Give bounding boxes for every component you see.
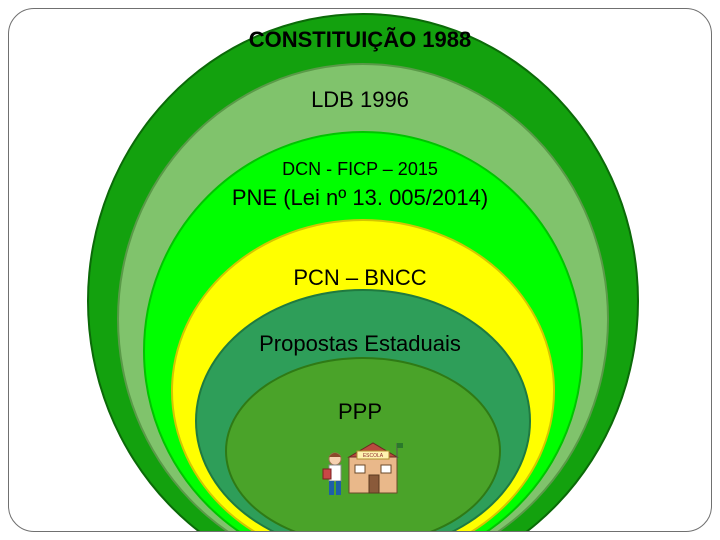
school-illustration: ESCOLA: [319, 437, 403, 501]
label-l1: CONSTITUIÇÃO 1988: [9, 27, 711, 53]
slide-frame: ESCOLA CONSTITUIÇÃO 1988 LDB 1996 DCN - FIC…: [8, 8, 712, 532]
label-l3: DCN - FICP – 2015: [9, 159, 711, 180]
label-l6: Propostas Estaduais: [9, 331, 711, 357]
label-l4: PNE (Lei nº 13. 005/2014): [9, 185, 711, 211]
label-l5: PCN – BNCC: [9, 265, 711, 291]
label-l2: LDB 1996: [9, 87, 711, 113]
svg-text:ESCOLA: ESCOLA: [363, 453, 384, 459]
diagram-stage: ESCOLA CONSTITUIÇÃO 1988 LDB 1996 DCN - FIC…: [9, 9, 711, 531]
label-l7: PPP: [9, 399, 711, 425]
